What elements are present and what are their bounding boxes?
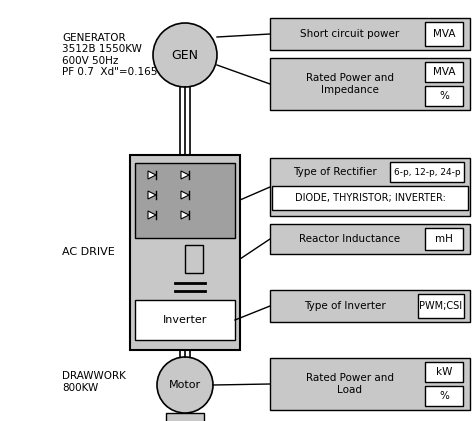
Bar [269, 290, 469, 322]
Text: Rated Power and
Load: Rated Power and Load [306, 373, 393, 395]
Polygon shape [148, 211, 156, 219]
Bar [135, 300, 235, 340]
Text: PWM;CSI: PWM;CSI [418, 301, 462, 311]
Text: Type of Inverter: Type of Inverter [304, 301, 385, 311]
Bar [269, 58, 469, 110]
Text: AC DRIVE: AC DRIVE [62, 247, 115, 257]
Polygon shape [180, 191, 188, 199]
Text: Inverter: Inverter [162, 315, 207, 325]
Bar [424, 362, 462, 382]
Bar [424, 386, 462, 406]
Bar [424, 228, 462, 250]
Text: %: % [438, 91, 448, 101]
Polygon shape [148, 191, 156, 199]
Text: DRAWWORK
800KW: DRAWWORK 800KW [62, 371, 126, 393]
Text: Short circuit power: Short circuit power [300, 29, 399, 39]
Text: Rated Power and
Impedance: Rated Power and Impedance [306, 73, 393, 95]
Text: Motor: Motor [169, 380, 201, 390]
Text: Type of Rectifier: Type of Rectifier [293, 167, 376, 177]
Bar [135, 163, 235, 238]
Bar [424, 86, 462, 106]
Text: %: % [438, 391, 448, 401]
Bar [130, 155, 239, 350]
Bar [269, 158, 469, 216]
Circle shape [157, 357, 213, 413]
Polygon shape [180, 171, 188, 179]
Text: mH: mH [434, 234, 452, 244]
Bar [185, 245, 203, 273]
Text: GEN: GEN [171, 48, 198, 61]
Bar [269, 224, 469, 254]
Text: GENERATOR
3512B 1550KW
600V 50Hz
PF 0.7  Xd"=0.165: GENERATOR 3512B 1550KW 600V 50Hz PF 0.7 … [62, 32, 157, 77]
Bar [166, 413, 204, 421]
Text: DIODE, THYRISTOR; INVERTER:: DIODE, THYRISTOR; INVERTER: [294, 193, 445, 203]
Circle shape [153, 23, 217, 87]
Bar [271, 186, 467, 210]
Polygon shape [180, 211, 188, 219]
Bar [389, 162, 463, 182]
Bar [269, 18, 469, 50]
Text: MVA: MVA [432, 67, 454, 77]
Bar [417, 294, 463, 318]
Bar [269, 358, 469, 410]
Text: kW: kW [435, 367, 451, 377]
Polygon shape [148, 171, 156, 179]
Bar [424, 22, 462, 46]
Bar [424, 62, 462, 82]
Text: Reactor Inductance: Reactor Inductance [299, 234, 400, 244]
Text: 6-p, 12-p, 24-p: 6-p, 12-p, 24-p [393, 168, 459, 176]
Text: MVA: MVA [432, 29, 454, 39]
